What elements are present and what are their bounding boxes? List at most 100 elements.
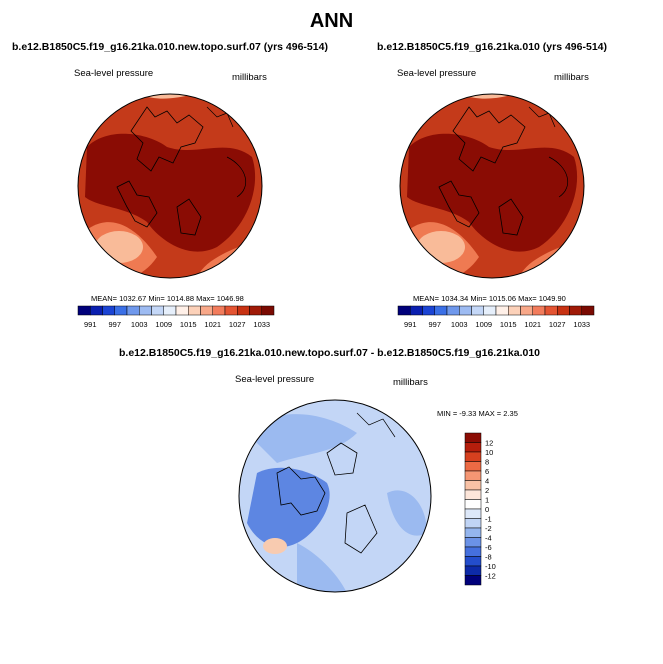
- colorbar-tick-label: 2: [485, 486, 489, 495]
- colorbar-tick-label: 4: [485, 477, 489, 486]
- pressure-contour: [417, 231, 465, 263]
- colorbar-tick-label: 8: [485, 458, 489, 467]
- colorbar-tick-label: 6: [485, 467, 489, 476]
- panel-case-title: b.e12.B1850C5.f19_g16.21ka.010.new.topo.…: [12, 41, 328, 53]
- colorbar-swatch: [464, 451, 482, 462]
- colorbar-swatch: [464, 499, 482, 510]
- colorbar: 991 997 1003 1009 1015 1021 1027 1033: [77, 305, 275, 329]
- pressure-core: [85, 133, 256, 252]
- colorbar-tick-label: 1: [485, 496, 489, 505]
- page-title: ANN: [309, 10, 354, 32]
- colorbar-swatch: [464, 575, 482, 586]
- map-border: [77, 93, 263, 279]
- colorbar-tick-label: -12: [485, 572, 496, 581]
- coastline: [130, 106, 204, 172]
- units-label: millibars: [393, 377, 428, 388]
- colorbar-swatch: [410, 305, 423, 316]
- colorbar-swatch: [464, 480, 482, 491]
- colorbar-tick-label: 1003: [131, 320, 148, 329]
- colorbar-swatch: [464, 565, 482, 576]
- map-border: [238, 399, 432, 593]
- map-fill: [78, 94, 262, 278]
- anomaly-contour: [387, 490, 427, 536]
- colorbar-swatch: [175, 305, 189, 316]
- variable-label: Sea-level pressure: [397, 68, 477, 79]
- colorbar-tick-label: -6: [485, 543, 492, 552]
- colorbar-swatch: [569, 305, 582, 316]
- coastline: [176, 198, 202, 236]
- units-label: millibars: [232, 72, 267, 83]
- colorbar-tick-label: 997: [428, 320, 441, 329]
- colorbar-tick-label: 10: [485, 448, 493, 457]
- colorbar-tick-label: 1009: [155, 320, 172, 329]
- colorbar-swatch: [495, 305, 509, 316]
- coastline: [326, 442, 358, 476]
- colorbar-tick-label: 12: [485, 439, 493, 448]
- polar-map: [238, 399, 432, 593]
- colorbar-swatch: [459, 305, 472, 316]
- pressure-contour: [95, 231, 143, 263]
- colorbar-tick-label: -10: [485, 562, 496, 571]
- colorbar-swatch: [464, 442, 482, 453]
- colorbar-tick-label: 1027: [549, 320, 566, 329]
- colorbar-tick-label: 1021: [524, 320, 541, 329]
- colorbar-swatch: [508, 305, 521, 316]
- colorbar-tick-label: 1021: [204, 320, 221, 329]
- anomaly-contour: [247, 414, 357, 463]
- colorbar-swatch: [464, 432, 482, 443]
- colorbar-swatch: [464, 556, 482, 567]
- colorbar-swatch: [557, 305, 570, 316]
- colorbar-swatch: [139, 305, 152, 316]
- colorbar-tick-label: 1033: [253, 320, 270, 329]
- colorbar-tick-label: -2: [485, 524, 492, 533]
- colorbar-tick-label: 1009: [475, 320, 492, 329]
- colorbar-swatch: [434, 305, 448, 316]
- colorbar-swatch: [464, 461, 482, 472]
- colorbar-tick-label: 1015: [500, 320, 517, 329]
- colorbar-swatch: [151, 305, 164, 316]
- diff-case-title: b.e12.B1850C5.f19_g16.21ka.010.new.topo.…: [119, 347, 541, 359]
- coastline: [206, 106, 234, 128]
- variable-label: Sea-level pressure: [74, 68, 154, 79]
- colorbar-swatch: [483, 305, 497, 316]
- colorbar-swatch: [464, 527, 482, 538]
- colorbar-swatch: [212, 305, 226, 316]
- colorbar-swatch: [249, 305, 262, 316]
- colorbar-tick-label: -4: [485, 534, 492, 543]
- map-fill: [239, 400, 431, 592]
- colorbar-swatch: [224, 305, 238, 316]
- colorbar-swatch: [464, 508, 482, 519]
- colorbar-swatch: [261, 305, 275, 316]
- polar-map: [77, 93, 263, 279]
- map-border: [399, 93, 585, 279]
- coastline: [356, 412, 396, 438]
- colorbar-swatch: [446, 305, 460, 316]
- colorbar-swatch: [464, 489, 482, 500]
- anomaly-contour: [247, 467, 330, 547]
- colorbar: 991 997 1003 1009 1015 1021 1027 1033: [397, 305, 595, 329]
- colorbar-swatch: [397, 305, 411, 316]
- colorbar-swatch: [237, 305, 250, 316]
- colorbar-swatch: [102, 305, 115, 316]
- coastline: [116, 180, 158, 228]
- stats-label: MEAN= 1032.67 Min= 1014.88 Max= 1046.98: [91, 294, 244, 303]
- colorbar-swatch: [464, 537, 482, 548]
- anomaly-contour: [297, 543, 347, 592]
- colorbar-swatch: [114, 305, 128, 316]
- anomaly-contour: [263, 538, 287, 554]
- colorbar-swatch: [188, 305, 201, 316]
- panel-case-title: b.e12.B1850C5.f19_g16.21ka.010 (yrs 496-…: [377, 41, 607, 53]
- colorbar-swatch: [77, 305, 91, 316]
- colorbar-tick-label: -1: [485, 515, 492, 524]
- colorbar-tick-label: 997: [108, 320, 121, 329]
- colorbar-tick-label: 1027: [229, 320, 246, 329]
- colorbar-swatch: [163, 305, 177, 316]
- coastline: [548, 156, 569, 198]
- units-label: millibars: [554, 72, 589, 83]
- colorbar-swatch: [464, 546, 482, 557]
- colorbar-swatch: [464, 470, 482, 481]
- colorbar-tick-label: 1003: [451, 320, 468, 329]
- colorbar-swatch: [471, 305, 484, 316]
- minmax-label: MIN = -9.33 MAX = 2.35: [437, 409, 518, 418]
- pressure-core: [407, 133, 578, 252]
